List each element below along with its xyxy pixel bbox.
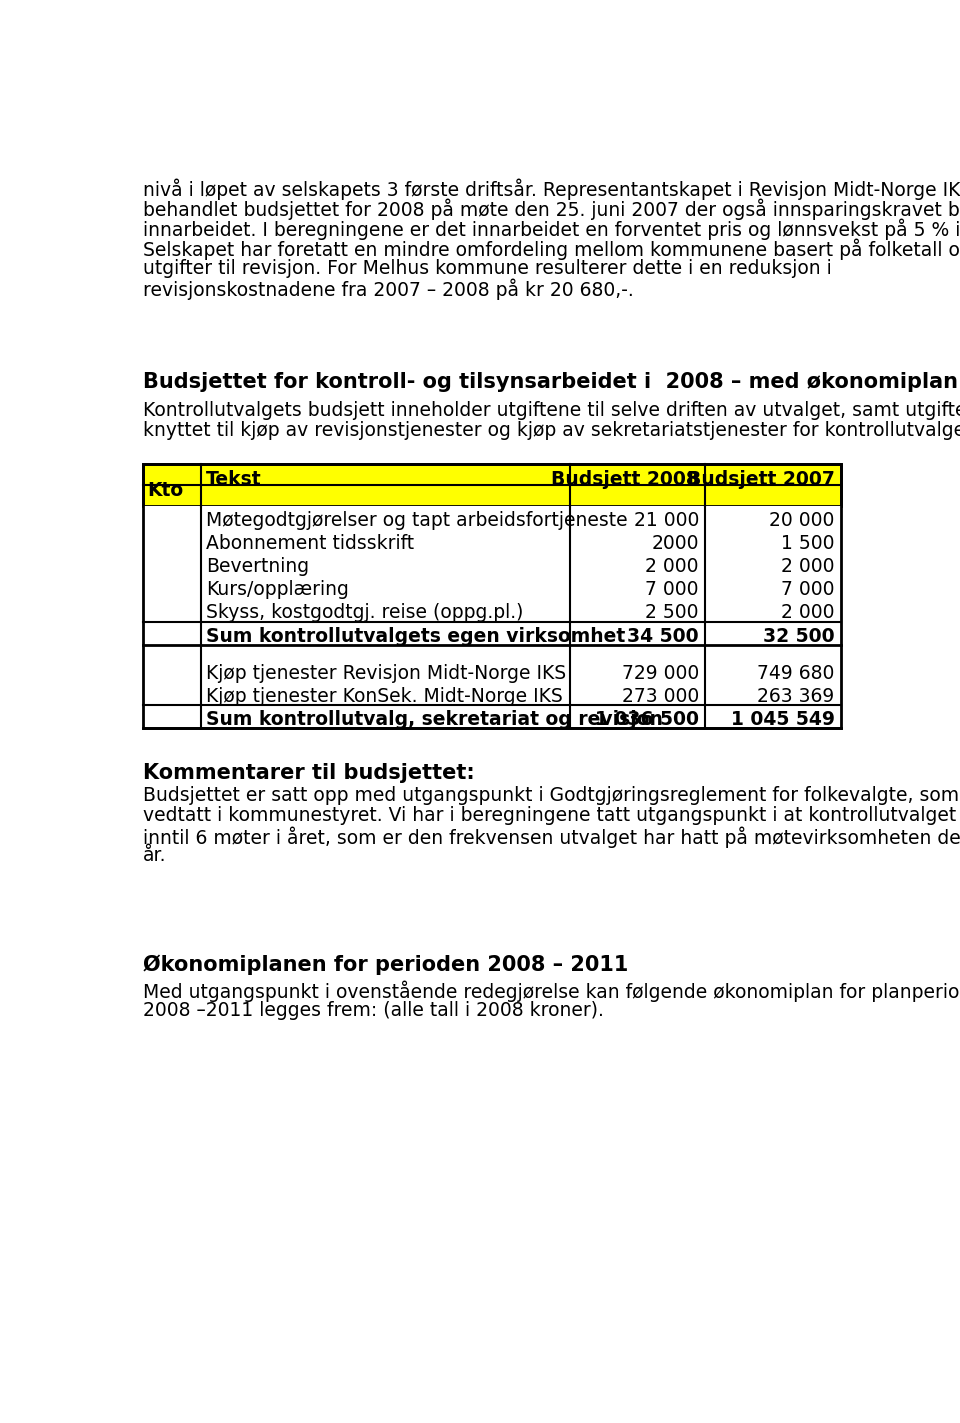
Text: 34 500: 34 500 xyxy=(627,626,699,646)
Text: 20 000: 20 000 xyxy=(769,511,834,531)
Text: Kommentarer til budsjettet:: Kommentarer til budsjettet: xyxy=(143,763,475,783)
Text: 32 500: 32 500 xyxy=(763,626,834,646)
Text: knyttet til kjøp av revisjonstjenester og kjøp av sekretariatstjenester for kont: knyttet til kjøp av revisjonstjenester o… xyxy=(143,421,960,440)
Text: utgifter til revisjon. For Melhus kommune resulterer dette i en reduksjon i: utgifter til revisjon. For Melhus kommun… xyxy=(143,259,832,277)
Text: Tekst: Tekst xyxy=(206,470,262,490)
Text: 7 000: 7 000 xyxy=(781,581,834,599)
Bar xyxy=(143,464,841,507)
Text: Abonnement tidsskrift: Abonnement tidsskrift xyxy=(206,534,414,554)
Text: Kontrollutvalgets budsjett inneholder utgiftene til selve driften av utvalget, s: Kontrollutvalgets budsjett inneholder ut… xyxy=(143,401,960,420)
Text: Kurs/opplæring: Kurs/opplæring xyxy=(206,581,348,599)
Text: 729 000: 729 000 xyxy=(622,663,699,683)
Text: 273 000: 273 000 xyxy=(622,687,699,706)
Text: behandlet budsjettet for 2008 på møte den 25. juni 2007 der også innsparingskrav: behandlet budsjettet for 2008 på møte de… xyxy=(143,198,960,221)
Text: Budsjettet er satt opp med utgangspunkt i Godtgjøringsreglement for folkevalgte,: Budsjettet er satt opp med utgangspunkt … xyxy=(143,785,960,805)
Text: Budsjett 2007: Budsjett 2007 xyxy=(686,470,834,490)
Text: nivå i løpet av selskapets 3 første driftsår. Representantskapet i Revisjon Midt: nivå i løpet av selskapets 3 første drif… xyxy=(143,178,960,201)
Text: 1 045 549: 1 045 549 xyxy=(731,710,834,729)
Text: vedtatt i kommunestyret. Vi har i beregningene tatt utgangspunkt i at kontrollut: vedtatt i kommunestyret. Vi har i beregn… xyxy=(143,805,960,825)
Text: Selskapet har foretatt en mindre omfordeling mellom kommunene basert på folketal: Selskapet har foretatt en mindre omforde… xyxy=(143,239,960,260)
Text: Bevertning: Bevertning xyxy=(206,558,309,576)
Text: innarbeidet. I beregningene er det innarbeidet en forventet pris og lønnsvekst p: innarbeidet. I beregningene er det innar… xyxy=(143,219,960,240)
Text: revisjonskostnadene fra 2007 – 2008 på kr 20 680,-.: revisjonskostnadene fra 2007 – 2008 på k… xyxy=(143,279,634,300)
Text: 2 000: 2 000 xyxy=(645,558,699,576)
Bar xyxy=(143,507,841,529)
Text: Skyss, kostgodtgj. reise (oppg.pl.): Skyss, kostgodtgj. reise (oppg.pl.) xyxy=(206,603,523,622)
Text: 1 500: 1 500 xyxy=(781,534,834,554)
Text: 7 000: 7 000 xyxy=(645,581,699,599)
Text: 1 036 500: 1 036 500 xyxy=(595,710,699,729)
Bar xyxy=(143,622,841,645)
Text: Kjøp tjenester KonSek. Midt-Norge IKS: Kjøp tjenester KonSek. Midt-Norge IKS xyxy=(206,687,563,706)
Text: Med utgangspunkt i ovenstående redegjørelse kan følgende økonomiplan for planper: Med utgangspunkt i ovenstående redegjøre… xyxy=(143,980,960,1002)
Bar xyxy=(143,706,841,729)
Text: Kjøp tjenester Revisjon Midt-Norge IKS: Kjøp tjenester Revisjon Midt-Norge IKS xyxy=(206,663,566,683)
Text: år.: år. xyxy=(143,847,167,865)
Text: 263 369: 263 369 xyxy=(757,687,834,706)
Text: Møtegodtgjørelser og tapt arbeidsfortjeneste: Møtegodtgjørelser og tapt arbeidsfortjen… xyxy=(206,511,628,531)
Text: 2000: 2000 xyxy=(652,534,699,554)
Text: Økonomiplanen for perioden 2008 – 2011: Økonomiplanen for perioden 2008 – 2011 xyxy=(143,955,629,975)
Bar xyxy=(143,529,841,552)
Text: 2008 –2011 legges frem: (alle tall i 2008 kroner).: 2008 –2011 legges frem: (alle tall i 200… xyxy=(143,1000,604,1020)
Text: 2 000: 2 000 xyxy=(781,603,834,622)
Text: inntil 6 møter i året, som er den frekvensen utvalget har hatt på møtevirksomhet: inntil 6 møter i året, som er den frekve… xyxy=(143,825,960,848)
Text: 2 000: 2 000 xyxy=(781,558,834,576)
Bar xyxy=(143,599,841,622)
Bar xyxy=(143,576,841,599)
Bar xyxy=(143,552,841,576)
Text: Sum kontrollutvalgets egen virksomhet: Sum kontrollutvalgets egen virksomhet xyxy=(206,626,625,646)
Bar xyxy=(143,645,841,659)
Text: Budsjett 2008: Budsjett 2008 xyxy=(551,470,699,490)
Text: 21 000: 21 000 xyxy=(634,511,699,531)
Text: Kto: Kto xyxy=(147,481,183,501)
Text: Budsjettet for kontroll- og tilsynsarbeidet i  2008 – med økonomiplan 2008 - 201: Budsjettet for kontroll- og tilsynsarbei… xyxy=(143,371,960,391)
Text: 2 500: 2 500 xyxy=(645,603,699,622)
Bar xyxy=(143,464,841,729)
Bar xyxy=(143,682,841,706)
Bar xyxy=(143,659,841,682)
Text: Sum kontrollutvalg, sekretariat og revisjon: Sum kontrollutvalg, sekretariat og revis… xyxy=(206,710,663,729)
Text: 749 680: 749 680 xyxy=(757,663,834,683)
